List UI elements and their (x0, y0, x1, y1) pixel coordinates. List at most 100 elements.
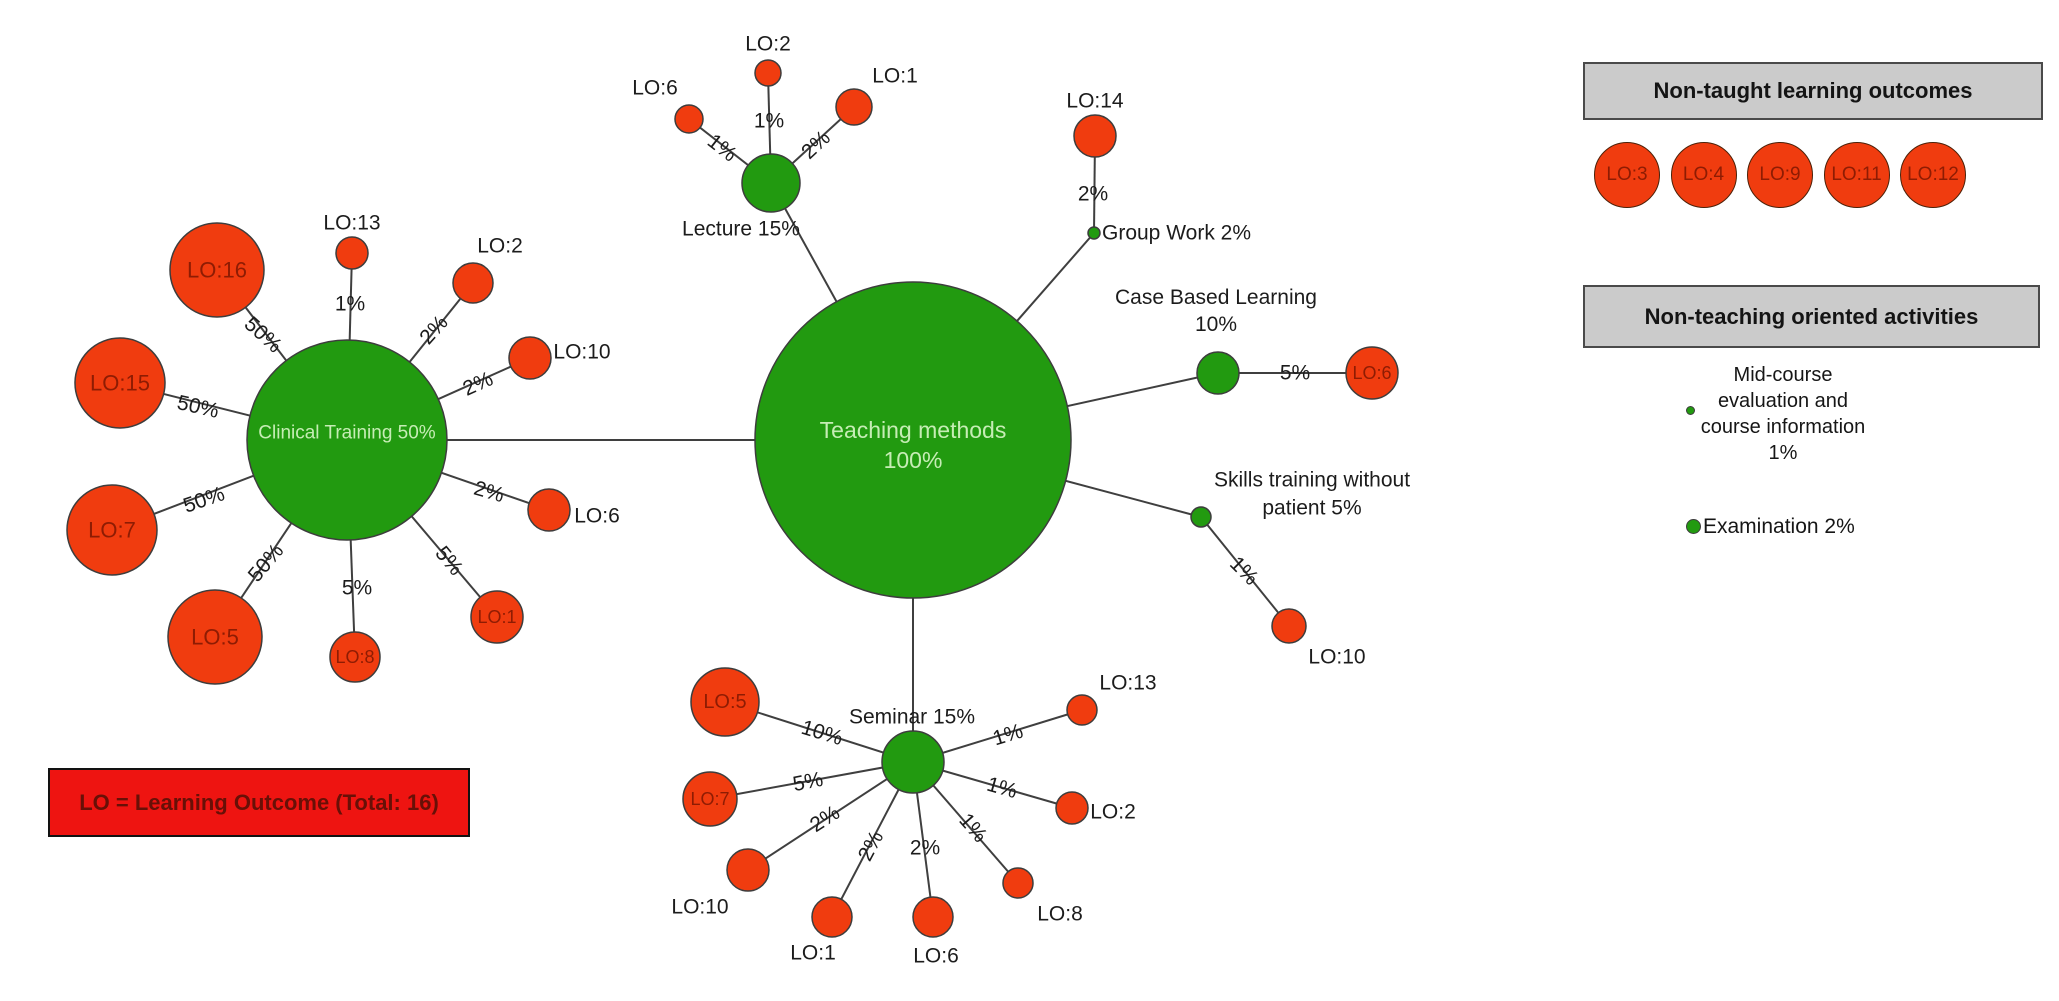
node-se-lo1 (811, 896, 853, 938)
node-text-c-lo5: LO:5 (191, 625, 239, 650)
non-taught-circle-lo4: LO:4 (1670, 142, 1737, 208)
node-se-lo6 (912, 896, 954, 938)
node-g-lo14 (1073, 114, 1117, 158)
node-label-l-lo2: LO:2 (745, 33, 791, 56)
node-label-groupwork: Group Work 2% (1102, 222, 1251, 245)
link-label-seminar-se-lo2: 1% (984, 773, 1020, 803)
node-label-seminar: Seminar 15% (849, 706, 975, 729)
link-label-seminar-se-lo7: 5% (791, 768, 825, 796)
node-c-lo10 (508, 336, 552, 380)
examination-label: Examination 2% (1703, 515, 1855, 538)
node-label-s-lo10: LO:10 (1308, 646, 1365, 669)
link-label-clinical-c-lo13: 1% (335, 293, 365, 316)
node-text-c-lo16: LO:16 (187, 258, 247, 283)
node-label-l-lo6: LO:6 (632, 77, 678, 100)
node-text-clinical: Clinical Training 50% (258, 423, 436, 444)
node-seminar (881, 730, 945, 794)
node-label-se-lo1: LO:1 (790, 942, 836, 965)
node-label-se-lo10: LO:10 (671, 896, 728, 919)
link-label-seminar-se-lo13: 1% (990, 720, 1026, 751)
node-cb-lo6 (1345, 346, 1399, 400)
node-text-c-lo7: LO:7 (88, 518, 136, 543)
node-label-l-lo1: LO:1 (872, 65, 918, 88)
link-label-lecture-l-lo1: 2% (797, 126, 835, 164)
non-taught-circle-lo3: LO:3 (1594, 142, 1660, 208)
non-taught-outcomes-row: LO:3 LO:4 LO:9 LO:11 LO:12 (1594, 142, 1966, 208)
node-label-c-lo6: LO:6 (574, 505, 620, 528)
examination-dot (1686, 519, 1701, 534)
non-taught-header: Non-taught learning outcomes (1583, 62, 2043, 120)
link-skills-s-lo10 (1200, 516, 1290, 627)
node-text-teaching: 100% (884, 447, 943, 473)
node-label-skills: patient 5% (1262, 497, 1361, 520)
node-label-se-lo13: LO:13 (1099, 672, 1156, 695)
link-label-clinical-c-lo10: 2% (459, 367, 496, 400)
link-label-seminar-se-lo10: 2% (806, 801, 844, 837)
node-case (1196, 351, 1240, 395)
node-text-c-lo15: LO:15 (90, 371, 150, 396)
mid-course-dot (1686, 406, 1695, 415)
node-se-lo8 (1002, 867, 1034, 899)
link-label-groupwork-g-lo14: 2% (1078, 183, 1108, 206)
node-label-se-lo2: LO:2 (1090, 801, 1136, 824)
node-label-c-lo2: LO:2 (477, 235, 523, 258)
node-se-lo13 (1066, 694, 1098, 726)
node-label-skills: Skills training without (1214, 469, 1410, 492)
node-lecture (741, 153, 801, 213)
node-groupwork (1087, 226, 1101, 240)
node-c-lo8 (329, 631, 381, 683)
node-text-se-lo5: LO:5 (703, 691, 746, 713)
legend-label: LO = Learning Outcome (Total: 16) (79, 789, 439, 815)
node-se-lo2 (1055, 791, 1089, 825)
legend-box: LO = Learning Outcome (Total: 16) (48, 768, 470, 837)
node-se-lo10 (726, 848, 770, 892)
node-l-lo1 (835, 88, 873, 126)
node-label-case: Case Based Learning (1115, 286, 1317, 309)
node-label-c-lo13: LO:13 (323, 212, 380, 235)
link-label-clinical-c-lo5: 50% (244, 540, 289, 587)
node-l-lo6 (674, 104, 704, 134)
non-taught-circle-lo12: LO:12 (1900, 142, 1966, 208)
node-label-se-lo8: LO:8 (1037, 903, 1083, 926)
link-label-clinical-c-lo15: 50% (175, 391, 221, 423)
node-c-lo6 (527, 488, 571, 532)
link-label-seminar-se-lo5: 10% (799, 716, 846, 750)
node-text-se-lo7: LO:7 (690, 789, 729, 809)
node-l-lo2 (754, 59, 782, 87)
link-seminar-se-lo7 (709, 761, 914, 800)
node-text-teaching: Teaching methods (820, 417, 1007, 443)
node-c-lo13 (335, 236, 369, 270)
node-c-lo15 (74, 337, 166, 429)
node-c-lo5 (167, 589, 263, 685)
node-se-lo5 (690, 667, 760, 737)
node-label-se-lo6: LO:6 (913, 945, 959, 968)
node-label-case: 10% (1195, 313, 1237, 336)
node-teaching (754, 281, 1072, 599)
node-c-lo2 (452, 262, 494, 304)
node-s-lo10 (1271, 608, 1307, 644)
link-label-clinical-c-lo6: 2% (471, 477, 507, 507)
mid-course-label: Mid-course evaluation and course informa… (1700, 364, 1866, 464)
link-label-seminar-se-lo1: 2% (854, 827, 889, 865)
link-label-lecture-l-lo2: 1% (754, 110, 784, 133)
link-seminar-se-lo10 (747, 761, 914, 871)
node-text-c-lo1: LO:1 (477, 607, 516, 627)
node-se-lo7 (682, 771, 738, 827)
node-label-c-lo10: LO:10 (553, 341, 610, 364)
link-label-skills-s-lo10: 1% (1225, 552, 1263, 590)
node-skills (1190, 506, 1212, 528)
link-label-clinical-c-lo7: 50% (180, 482, 227, 517)
link-label-clinical-c-lo8: 5% (342, 577, 372, 600)
node-clinical (246, 339, 448, 541)
non-taught-circle-lo11: LO:11 (1823, 142, 1890, 208)
link-label-seminar-se-lo6: 2% (910, 837, 940, 860)
node-c-lo16 (169, 222, 265, 318)
node-label-lecture: Lecture 15% (682, 218, 800, 241)
node-label-g-lo14: LO:14 (1066, 90, 1124, 113)
link-label-case-cb-lo6: 5% (1280, 362, 1310, 385)
node-text-c-lo8: LO:8 (335, 647, 374, 667)
node-c-lo1 (470, 590, 524, 644)
node-text-cb-lo6: LO:6 (1352, 363, 1391, 383)
